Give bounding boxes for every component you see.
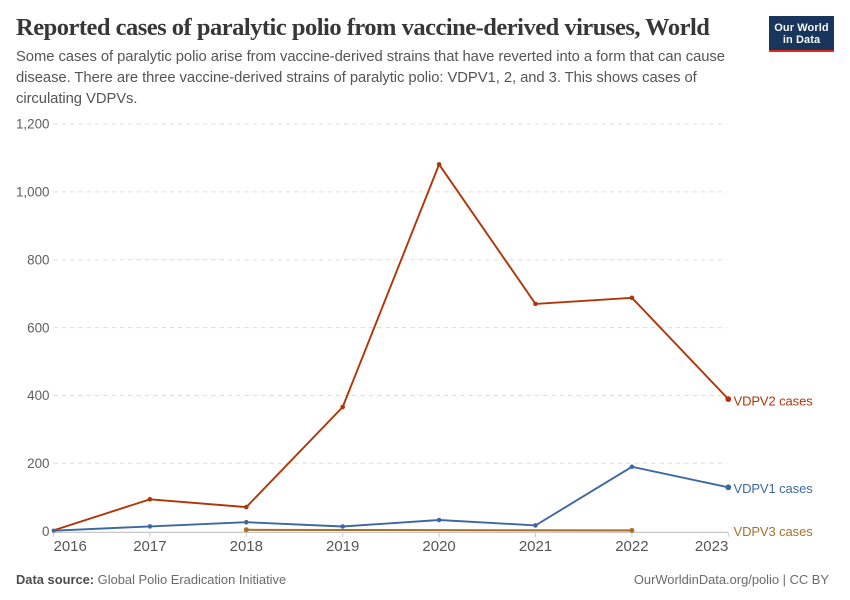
svg-text:2017: 2017 [133, 538, 166, 555]
svg-text:800: 800 [27, 252, 49, 267]
svg-text:VDPV2 cases: VDPV2 cases [734, 393, 814, 408]
svg-text:2023: 2023 [695, 538, 728, 555]
svg-text:1,200: 1,200 [16, 117, 50, 132]
svg-text:2021: 2021 [519, 538, 552, 555]
svg-text:2016: 2016 [54, 538, 87, 555]
svg-text:VDPV1 cases: VDPV1 cases [734, 481, 814, 496]
svg-text:2018: 2018 [230, 538, 263, 555]
svg-text:600: 600 [27, 320, 49, 335]
svg-text:VDPV3 cases: VDPV3 cases [734, 524, 814, 539]
svg-text:2022: 2022 [615, 538, 648, 555]
svg-text:2019: 2019 [326, 538, 359, 555]
svg-text:0: 0 [42, 524, 49, 539]
svg-text:1,000: 1,000 [16, 185, 50, 200]
svg-text:400: 400 [27, 388, 49, 403]
svg-text:2020: 2020 [422, 538, 455, 555]
svg-text:200: 200 [27, 456, 49, 471]
